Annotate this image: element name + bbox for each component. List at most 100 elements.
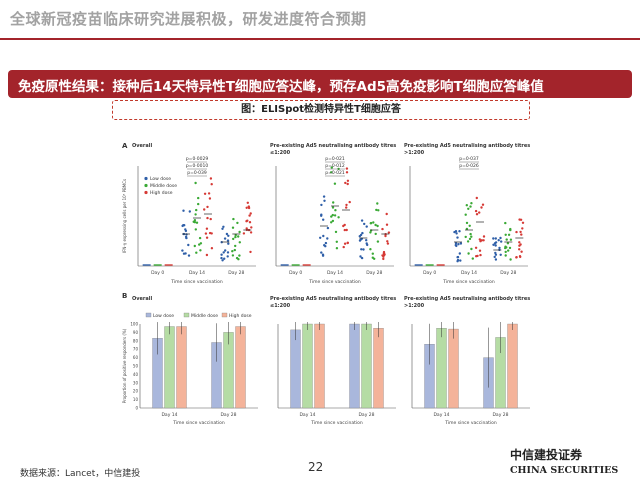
scatter-point	[464, 235, 467, 239]
scatter-point	[519, 255, 522, 259]
scatter-point	[346, 179, 350, 182]
scatter-point	[478, 211, 481, 214]
scatter-point	[335, 247, 339, 250]
bar-y-tick: 0	[135, 406, 138, 411]
scatter-point	[195, 208, 198, 212]
scatter-point	[227, 234, 230, 237]
scatter-point	[231, 250, 234, 253]
scatter-point	[320, 213, 323, 216]
bar-tick-label: Day 28	[358, 412, 374, 418]
bar	[361, 323, 372, 409]
p-value-annotation: p=0·021	[325, 156, 345, 162]
scatter-point	[345, 206, 348, 209]
scatter-point	[508, 246, 512, 250]
scatter-point	[344, 181, 347, 185]
scatter-point	[194, 181, 197, 185]
scatter-point	[365, 239, 368, 242]
company-logo: 中信建投证券 CHINA SECURITIES	[510, 446, 635, 478]
scatter-point	[360, 256, 364, 260]
legend-entry: Low dose	[150, 176, 171, 182]
scatter-point	[345, 228, 348, 232]
scatter-point	[375, 208, 378, 212]
scatter-point	[386, 240, 389, 243]
scatter-point	[249, 212, 252, 215]
bar	[373, 328, 384, 409]
scatter-point	[499, 253, 502, 256]
page-title: 全球新冠疫苗临床研究进展积极，研发进度符合预期	[10, 10, 367, 28]
bar-y-tick: 10	[133, 397, 139, 402]
bar-y-label: Proportion of positive responders (%)	[122, 328, 127, 403]
scatter-point	[194, 213, 197, 216]
scatter-point	[467, 252, 470, 255]
scatter-point	[509, 238, 513, 241]
scatter-point	[492, 243, 495, 246]
scatter-point	[360, 219, 364, 222]
scatter-point	[226, 239, 230, 242]
bar	[176, 326, 187, 409]
bar	[302, 323, 313, 409]
scatter-point	[205, 236, 209, 239]
scatter-point	[494, 244, 497, 247]
scatter-point	[471, 257, 474, 260]
scatter-point	[232, 217, 235, 221]
scatter-point	[331, 206, 335, 209]
scatter-point	[371, 256, 374, 259]
scatter-point	[381, 227, 384, 231]
panel-letter-a: A	[122, 142, 128, 150]
scatter-point	[475, 213, 479, 216]
scatter-point	[205, 253, 209, 257]
scatter-point	[204, 232, 208, 235]
legend-entry: Middle dose	[150, 183, 177, 189]
scatter-point	[360, 248, 363, 251]
scatter-point	[181, 249, 184, 252]
scatter-point	[479, 240, 482, 243]
scatter-point	[223, 237, 227, 240]
scatter-point	[366, 243, 369, 247]
bar-panel-title: Pre-existing Ad5 neutralising antibody t…	[404, 296, 530, 302]
scatter-point	[245, 220, 248, 223]
scatter-point	[198, 236, 202, 240]
scatter-point	[359, 255, 362, 258]
scatter-point	[374, 223, 377, 227]
scatter-panel-title: Pre-existing Ad5 neutralising antibody t…	[270, 143, 396, 149]
bar-panel-title: Pre-existing Ad5 neutralising antibody t…	[270, 296, 396, 302]
scatter-point	[207, 192, 211, 195]
scatter-tick-label: Day 0	[423, 270, 436, 276]
scatter-point	[470, 202, 473, 205]
scatter-point	[192, 220, 195, 223]
scatter-point	[348, 200, 351, 204]
scatter-point	[466, 240, 470, 243]
scatter-point	[521, 227, 524, 230]
legend-marker	[144, 183, 148, 188]
scatter-tick-label: Day 28	[228, 270, 244, 276]
bar-panel-title: >1:200	[404, 303, 425, 309]
scatter-point	[456, 258, 460, 262]
scatter-point	[335, 240, 338, 243]
logo-cn-text: 中信建投证券	[510, 448, 583, 462]
legend-marker	[144, 176, 148, 181]
scatter-point	[369, 222, 372, 225]
scatter-tick-label: Day 28	[500, 270, 516, 276]
scatter-point	[324, 245, 327, 248]
scatter-point	[238, 254, 241, 257]
bar-tick-label: Day 28	[220, 412, 236, 418]
scatter-point	[346, 241, 349, 245]
bar-y-tick: 100	[130, 322, 138, 327]
scatter-point	[322, 195, 326, 198]
scatter-point	[194, 228, 197, 231]
scatter-point	[521, 221, 525, 224]
scatter-panel-title: Overall	[132, 143, 152, 149]
bar-x-label: Time since vaccination	[172, 420, 225, 426]
scatter-point	[509, 258, 512, 261]
bar-y-tick: 30	[133, 380, 139, 385]
scatter-point	[223, 257, 226, 260]
p-value-annotation: p=0·026	[459, 163, 479, 169]
scatter-point	[494, 258, 498, 261]
scatter-point	[504, 246, 507, 250]
scatter-point	[468, 237, 472, 241]
scatter-tick-label: Day 0	[289, 270, 302, 276]
scatter-point	[248, 214, 251, 217]
scatter-point	[320, 203, 323, 207]
scatter-point	[478, 249, 482, 252]
scatter-point	[187, 243, 190, 247]
